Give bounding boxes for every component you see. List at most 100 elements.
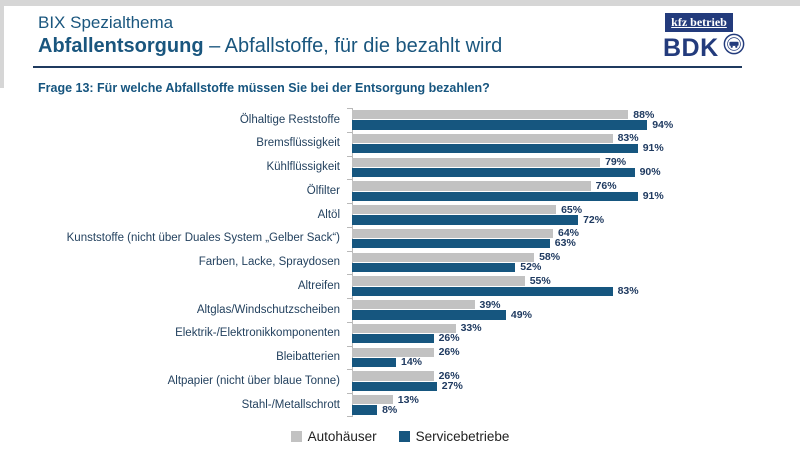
category-label: Bleibatterien (276, 351, 340, 364)
category-bars: 39% 49% (352, 300, 800, 321)
bar-line: 65% (352, 205, 800, 215)
chart-axis-line (352, 108, 353, 417)
bar-autohuser (352, 228, 553, 239)
bar-line: 26% (352, 369, 800, 382)
category-bars: 26% 14% (352, 347, 800, 369)
slide-title-rest: – Abfallstoffe, für die bezahlt wird (203, 35, 503, 57)
bar-servicebetriebe (352, 262, 516, 273)
bar-line: 72% (352, 213, 800, 226)
chart-row: Elektrik-/Elektronikkomponenten 33% 26% (0, 321, 800, 346)
bar-line: 58% (352, 251, 800, 264)
bar-value-label: 72% (583, 213, 605, 226)
category-label: Altglas/Windschutzscheiben (196, 303, 340, 316)
category-bars: 79% 90% (352, 156, 800, 179)
category-label: Ölhaltige Reststoffe (239, 113, 340, 126)
bar-servicebetriebe (352, 286, 613, 296)
bar-value-label: 27% (441, 379, 463, 392)
bar-line: 83% (352, 284, 800, 297)
category-bars: 76% 91% (352, 181, 800, 202)
kfz-betrieb-logo-text: kfz betrieb (671, 15, 727, 29)
bar-value-label: 49% (510, 308, 532, 321)
bar-value-label: 13% (397, 393, 419, 406)
bar-autohuser (352, 157, 601, 167)
chart-row: Stahl-/Metallschrott 13% 8% (0, 393, 800, 417)
bar-line: 64% (352, 227, 800, 240)
bar-value-label: 94% (652, 118, 674, 131)
bar-line: 88% (352, 110, 800, 120)
bar-value-label: 52% (520, 261, 542, 274)
bar-line: 79% (352, 156, 800, 169)
bar-line: 14% (352, 356, 800, 369)
category-bars: 64% 63% (352, 227, 800, 249)
bar-line: 91% (352, 143, 800, 154)
category-bars: 55% 83% (352, 274, 800, 297)
bar-autohuser (352, 371, 434, 381)
bar-value-label: 91% (642, 189, 664, 202)
legend-label-autohaeuser: Autohäuser (307, 428, 377, 444)
bar-value-label: 26% (438, 369, 460, 382)
legend-item-servicebetriebe: Servicebetriebe (398, 428, 510, 444)
bar-value-label: 26% (438, 332, 460, 345)
bar-value-label: 83% (617, 132, 639, 145)
legend-swatch-autohaeuser (290, 430, 302, 442)
category-label: Kunststoffe (nicht über Duales System „G… (66, 232, 340, 245)
category-bars: 65% 72% (352, 205, 800, 226)
bar-autohuser (352, 252, 535, 262)
chart-row: Bremsflüssigkeit 83% 91% (0, 131, 800, 156)
chart-rows: Ölhaltige Reststoffe 88% 94% Bremsflüssigke… (0, 108, 800, 417)
bar-line: 94% (352, 118, 800, 131)
bar-autohuser (352, 181, 591, 191)
bar-servicebetriebe (352, 357, 396, 368)
bar-servicebetriebe (352, 381, 437, 391)
bar-line: 55% (352, 274, 800, 287)
category-label: Altöl (317, 208, 340, 221)
bar-servicebetriebe (352, 144, 638, 154)
chart-row: Kunststoffe (nicht über Duales System „G… (0, 226, 800, 251)
slide-title: Abfallentsorgung – Abfallstoffe, für die… (38, 35, 502, 58)
bar-line: 90% (352, 166, 800, 179)
bdk-logo-text: BDK (663, 34, 719, 62)
bar-line: 33% (352, 323, 800, 334)
bar-value-label: 55% (529, 274, 551, 287)
slide-title-bold: Abfallentsorgung (38, 35, 204, 57)
bar-line: 63% (352, 238, 800, 249)
bar-line: 26% (352, 332, 800, 345)
bar-value-label: 58% (539, 251, 561, 264)
bar-value-label: 90% (639, 166, 661, 179)
bar-autohuser (352, 323, 456, 334)
slide-kicker: BIX Spezialthema (38, 13, 174, 32)
bar-line: 13% (352, 393, 800, 406)
bar-line: 39% (352, 300, 800, 310)
bar-autohuser (352, 347, 434, 357)
bar-value-label: 8% (382, 403, 398, 416)
bar-line: 76% (352, 181, 800, 191)
bar-servicebetriebe (352, 167, 635, 178)
bar-autohuser (352, 276, 525, 286)
bdk-seal-icon (723, 33, 745, 55)
bar-servicebetriebe (352, 120, 648, 130)
window-edge-left (0, 0, 4, 88)
bar-value-label: 79% (605, 156, 627, 169)
category-label: Altreifen (297, 279, 340, 292)
chart-row: Altöl 65% 72% (0, 203, 800, 227)
bar-value-label: 64% (558, 227, 580, 240)
category-bars: 13% 8% (352, 393, 800, 416)
chart-row: Farben, Lacke, Spraydosen 58% 52% (0, 250, 800, 275)
bar-servicebetriebe (352, 239, 550, 249)
category-label: Stahl-/Metallschrott (241, 398, 340, 411)
category-bars: 58% 52% (352, 251, 800, 274)
bar-value-label: 83% (617, 284, 639, 297)
bar-autohuser (352, 133, 613, 144)
bar-line: 8% (352, 403, 800, 416)
category-bars: 26% 27% (352, 369, 800, 392)
bar-servicebetriebe (352, 215, 579, 225)
chart-row: Altglas/Windschutzscheiben 39% 49% (0, 298, 800, 322)
legend-label-servicebetriebe: Servicebetriebe (415, 428, 510, 444)
legend-swatch-servicebetriebe (398, 430, 410, 442)
bar-value-label: 14% (401, 356, 423, 369)
chart-row: Ölfilter 76% 91% (0, 179, 800, 203)
category-bars: 88% 94% (352, 110, 800, 131)
bar-servicebetriebe (352, 310, 506, 320)
category-label: Ölfilter (306, 184, 340, 197)
